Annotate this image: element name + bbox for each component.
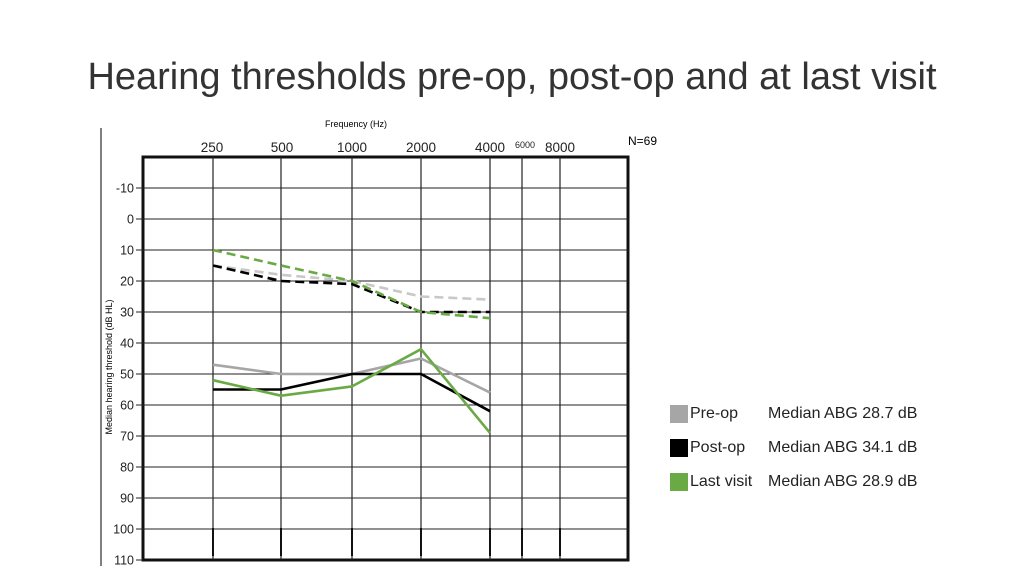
series-line-last-visit-bone <box>212 248 491 320</box>
legend-label: Last visit <box>690 473 753 490</box>
y-tick-label: 50 <box>120 368 134 382</box>
y-tick-label: 20 <box>120 275 134 289</box>
grid <box>136 157 628 561</box>
y-tick-label: 70 <box>120 430 134 444</box>
plot-frame <box>141 155 630 562</box>
y-tick-label: 0 <box>127 213 134 227</box>
x-tick-label: 8000 <box>545 140 575 155</box>
y-tick-label: 80 <box>120 461 134 475</box>
legend-swatch-post-op <box>670 439 688 457</box>
y-tick-label: 110 <box>114 554 134 568</box>
y-tick-label: -10 <box>116 182 134 196</box>
series-line-pre-op-bone <box>212 264 491 301</box>
legend-note: Median ABG 28.7 dB <box>768 405 918 422</box>
series-line-last-visit-air <box>212 347 492 434</box>
y-tick-label: 40 <box>120 337 134 351</box>
legend-label: Post-op <box>690 439 746 456</box>
y-tick-label: 60 <box>120 399 134 413</box>
legend-swatch-pre-op <box>670 405 688 423</box>
series-lines <box>212 248 492 434</box>
legend-label: Pre-op <box>690 405 739 422</box>
y-axis-label: Median hearing threshold (dB HL) <box>104 299 114 434</box>
x-tick-label: 1000 <box>337 140 367 155</box>
x-tick-label: 4000 <box>475 140 505 155</box>
slide-title: Hearing thresholds pre-op, post-op and a… <box>87 56 937 98</box>
x-tick-label: 250 <box>201 140 224 155</box>
legend-swatch-last-visit <box>670 473 688 491</box>
y-tick-label: 100 <box>113 523 134 537</box>
tick-labels: -10 0 10 20 30 40 50 60 70 80 90 100 110 250 500 1000 20… <box>113 140 575 568</box>
x-tick-label: 6000 <box>515 140 535 150</box>
y-tick-label: 30 <box>120 306 134 320</box>
legend-note: Median ABG 34.1 dB <box>768 439 918 456</box>
sample-size-label: N=69 <box>628 134 658 148</box>
x-tick-label: 500 <box>271 140 294 155</box>
series-line-post-op-bone <box>212 264 490 314</box>
x-tick-label: 2000 <box>406 140 436 155</box>
legend-note: Median ABG 28.9 dB <box>768 473 918 490</box>
x-axis-label: Frequency (Hz) <box>325 119 387 129</box>
y-tick-label: 10 <box>120 244 134 258</box>
y-tick-label: 90 <box>120 492 134 506</box>
